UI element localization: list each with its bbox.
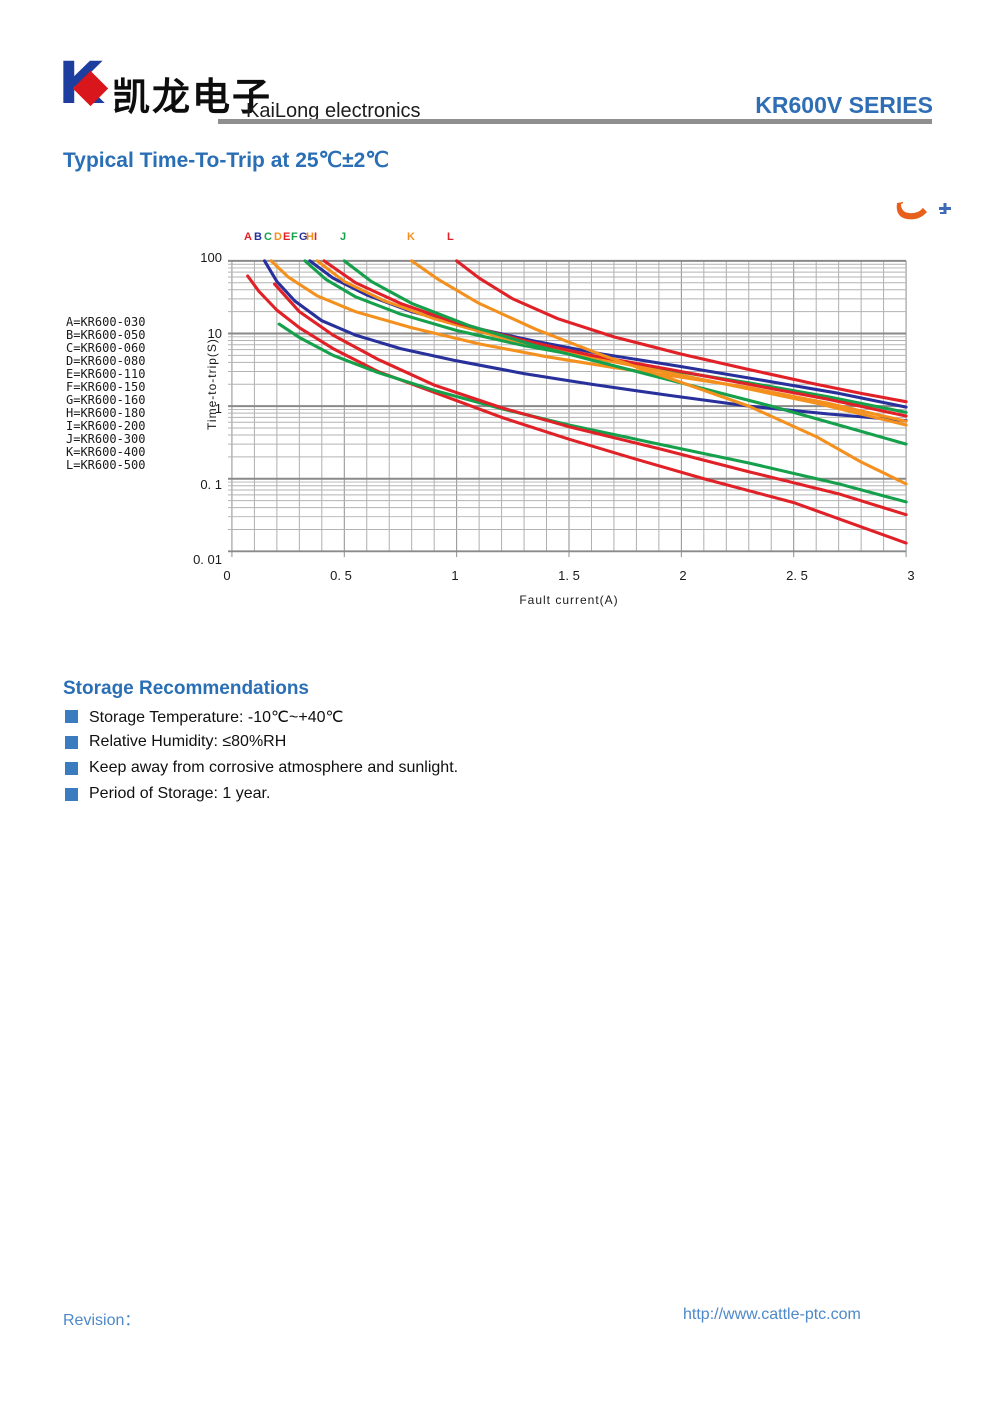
time-to-trip-chart: A=KR600-030 B=KR600-050 C=KR600-060 D=KR600… xyxy=(66,195,980,625)
storage-item-text: Period of Storage: 1 year. xyxy=(89,785,271,802)
company-logo: K xyxy=(58,54,109,118)
curve-K-KR600-400 xyxy=(410,259,908,486)
y-tick-label: 10 xyxy=(207,325,222,341)
storage-item-text: Keep away from corrosive atmosphere and … xyxy=(89,759,459,776)
x-axis-title: Fault current(A) xyxy=(519,593,619,607)
curve-label-B: B xyxy=(254,231,262,243)
curve-F-KR600-150 xyxy=(303,259,908,414)
bullet-square-icon xyxy=(65,736,78,749)
curve-label-G: G xyxy=(299,231,308,243)
curve-J-KR600-300 xyxy=(342,259,908,446)
plot-area xyxy=(227,259,908,558)
legend-item: C=KR600-060 xyxy=(66,341,146,355)
curve-label-F: F xyxy=(291,231,298,243)
y-tick-label: 0. 01 xyxy=(193,552,222,567)
y-tick-label: 0. 1 xyxy=(200,476,222,492)
legend-item: H=KR600-180 xyxy=(66,406,146,420)
curve-label-K: K xyxy=(407,231,415,243)
legend-item: J=KR600-300 xyxy=(66,432,146,446)
curve-label-H: H xyxy=(306,231,314,243)
watermark-logo-icon xyxy=(896,202,951,220)
x-tick-label: 1 xyxy=(451,568,459,583)
x-tick-label: 3 xyxy=(907,568,915,583)
legend-item: E=KR600-110 xyxy=(66,367,146,381)
y-axis-title: Time-to-trip(S) xyxy=(205,338,219,430)
legend-item: L=KR600-500 xyxy=(66,458,146,472)
curve-label-D: D xyxy=(274,231,282,243)
curve-A-KR600-030 xyxy=(246,274,908,545)
website-link[interactable]: http://www.cattle-ptc.com xyxy=(683,1306,861,1323)
series-title: KR600V SERIES xyxy=(755,92,933,118)
storage-item-text: Storage Temperature: -10℃~+40℃ xyxy=(89,709,344,726)
legend-item: A=KR600-030 xyxy=(66,315,146,329)
y-tick-label: 100 xyxy=(200,250,222,265)
curve-G-KR600-160 xyxy=(308,259,908,409)
chart-legend: A=KR600-030 B=KR600-050 C=KR600-060 D=KR600… xyxy=(66,316,145,472)
x-tick-label: 1. 5 xyxy=(558,568,580,583)
company-name-chinese: 凯龙电子 xyxy=(112,74,273,119)
legend-item: K=KR600-400 xyxy=(66,445,146,459)
x-tick-label: 2. 5 xyxy=(786,568,808,583)
curve-D-KR600-080 xyxy=(269,259,908,423)
legend-item: F=KR600-150 xyxy=(66,380,146,394)
storage-item-text: Relative Humidity: ≤80%RH xyxy=(89,733,287,750)
curve-L-KR600-500 xyxy=(455,259,908,404)
y-tick-label: 1 xyxy=(214,401,222,416)
legend-item: G=KR600-160 xyxy=(66,393,146,407)
bullet-square-icon xyxy=(65,762,78,775)
legend-item: I=KR600-200 xyxy=(66,419,146,433)
bullet-square-icon xyxy=(65,788,78,801)
curve-label-J: J xyxy=(340,231,347,243)
bullet-square-icon xyxy=(65,710,78,723)
curve-label-E: E xyxy=(283,231,291,243)
company-name-english: KaiLong electronics xyxy=(246,100,421,122)
curve-label-C: C xyxy=(264,231,272,243)
legend-item: D=KR600-080 xyxy=(66,354,146,368)
x-tick-label: 0 xyxy=(223,568,231,583)
header-divider xyxy=(218,119,932,124)
curve-label-A: A xyxy=(244,231,252,243)
curve-I-KR600-200 xyxy=(322,259,908,418)
curve-E-KR600-110 xyxy=(273,282,908,517)
curve-label-I: I xyxy=(314,231,318,243)
x-tick-label: 0. 5 xyxy=(330,568,352,583)
curve-label-L: L xyxy=(447,231,454,243)
revision-label: Revision： xyxy=(63,1312,141,1329)
storage-heading: Storage Recommendations xyxy=(63,678,309,699)
page-title: Typical Time-To-Trip at 25℃±2℃ xyxy=(63,149,389,172)
legend-item: B=KR600-050 xyxy=(66,328,146,342)
x-tick-label: 2 xyxy=(679,568,687,583)
